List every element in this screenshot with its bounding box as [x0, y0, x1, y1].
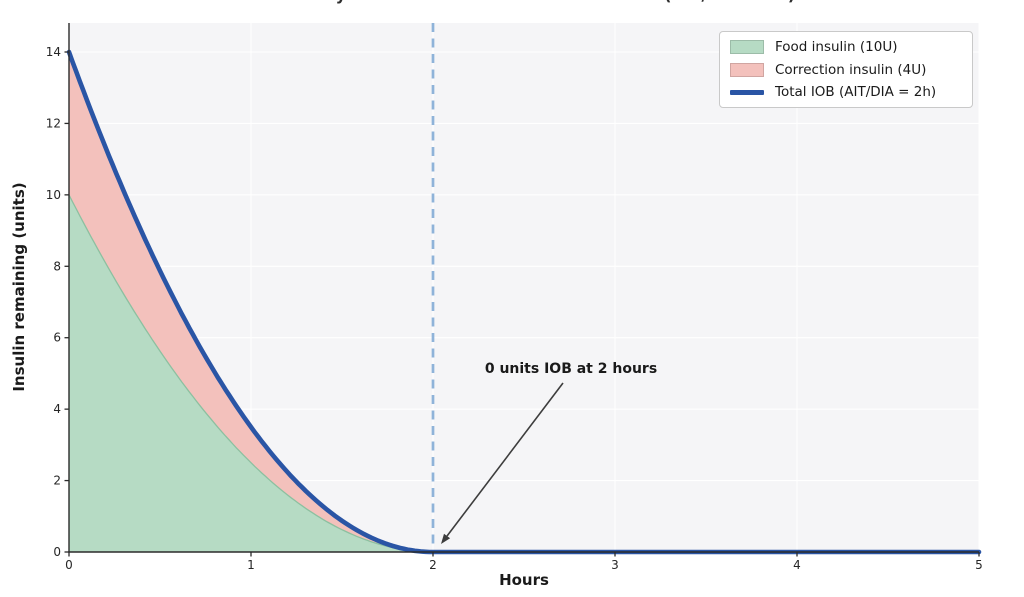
legend-area-swatch — [730, 62, 764, 77]
y-tick-label: 14 — [46, 45, 61, 59]
y-tick-label: 0 — [53, 545, 61, 559]
x-tick-label: 3 — [611, 558, 619, 572]
figure-title-text: IOB decay: 10U food + 4U correction insu… — [0, 0, 1024, 4]
annotation-arrow-line — [446, 382, 564, 537]
x-tick-label: 4 — [793, 558, 801, 572]
legend-line-swatch — [730, 89, 764, 95]
total-iob-line — [66, 49, 982, 555]
legend: Food insulin (10U) Correction insulin (4U… — [719, 31, 973, 108]
y-tick-label: 12 — [46, 116, 61, 130]
figure-title-clipped: IOB decay: 10U food + 4U correction insu… — [0, 0, 1024, 5]
x-axis-label: Hours — [499, 571, 549, 589]
x-tick-label: 1 — [247, 558, 255, 572]
legend-area-swatch — [730, 40, 764, 54]
food-insulin-area — [69, 194, 433, 552]
x-tick-label: 2 — [429, 558, 437, 572]
legend-item: Food insulin (10U) — [730, 39, 962, 55]
y-tick-label: 8 — [53, 259, 61, 273]
y-tick-label: 2 — [53, 474, 61, 488]
annotation-text: 0 units IOB at 2 hours — [484, 361, 658, 377]
x-tick-label: 0 — [65, 558, 73, 572]
legend-item: Total IOB (AIT/DIA = 2h) — [730, 84, 962, 100]
y-axis-label: Insulin remaining (units) — [10, 182, 28, 392]
legend-item-label: Food insulin (10U) — [775, 39, 898, 55]
annotation-arrowhead — [441, 533, 451, 544]
food-area-edge-line — [68, 194, 433, 553]
correction-insulin-area — [69, 52, 433, 552]
legend-item: Correction insulin (4U) — [730, 62, 962, 78]
y-tick-label: 6 — [53, 331, 61, 345]
legend-item-label: Total IOB (AIT/DIA = 2h) — [775, 84, 937, 100]
x-tick-label: 5 — [975, 558, 983, 572]
y-tick-label: 10 — [46, 188, 61, 202]
legend-item-label: Correction insulin (4U) — [775, 61, 927, 78]
y-tick-label: 4 — [53, 402, 61, 416]
